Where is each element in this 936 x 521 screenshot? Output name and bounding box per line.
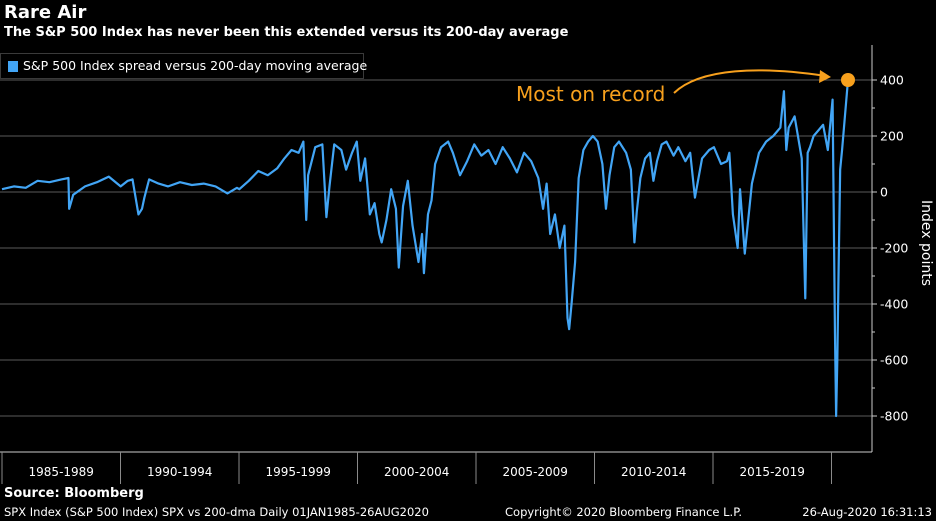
x-axis: 1985-1989 1990-1994 1995-1999 2000-2004 2005…: [0, 451, 872, 484]
legend: S&P 500 Index spread versus 200-day movi…: [0, 53, 368, 79]
y-tick-label: -800: [880, 409, 908, 424]
annotation-arrow: [673, 69, 827, 94]
footer-series-info: SPX Index (S&P 500 Index) SPX vs 200-dma…: [4, 505, 429, 519]
footer-timestamp: 26-Aug-2020 16:31:13: [802, 505, 932, 519]
y-tick-label: 0: [880, 185, 888, 200]
x-tick-label: 2005-2009: [503, 465, 568, 479]
annotation-layer: Most on record: [516, 69, 855, 106]
x-tick-label: 2000-2004: [384, 465, 449, 479]
legend-swatch: [8, 61, 18, 72]
footer-copyright: Copyright© 2020 Bloomberg Finance L.P.: [505, 505, 742, 519]
y-tick-label: -200: [880, 241, 908, 256]
x-tick-label: 2010-2014: [621, 465, 686, 479]
legend-label: S&P 500 Index spread versus 200-day movi…: [23, 58, 368, 73]
y-axis-title: Index points: [918, 200, 934, 286]
annotation-arrowhead: [819, 70, 831, 83]
annotation-label: Most on record: [516, 82, 665, 106]
x-tick-label: 1985-1989: [29, 465, 94, 479]
series-layer: [1, 79, 850, 418]
chart-subtitle: The S&P 500 Index has never been this ex…: [4, 25, 569, 40]
y-tick-label: 400: [880, 73, 904, 88]
x-tick-label: 1990-1994: [147, 465, 212, 479]
y-tick-label: -400: [880, 297, 908, 312]
x-tick-label: 1995-1999: [266, 465, 331, 479]
source-note: Source: Bloomberg: [4, 486, 144, 501]
chart-title: Rare Air: [4, 2, 87, 23]
y-tick-label: 200: [880, 129, 904, 144]
grid-layer: [0, 79, 872, 417]
series-line: [1, 79, 850, 418]
y-tick-label: -600: [880, 353, 908, 368]
record-marker: [841, 73, 855, 87]
y-axis: -800 -600 -400 -200 0 200 400 Index points: [871, 45, 934, 452]
x-tick-label: 2015-2019: [740, 465, 805, 479]
